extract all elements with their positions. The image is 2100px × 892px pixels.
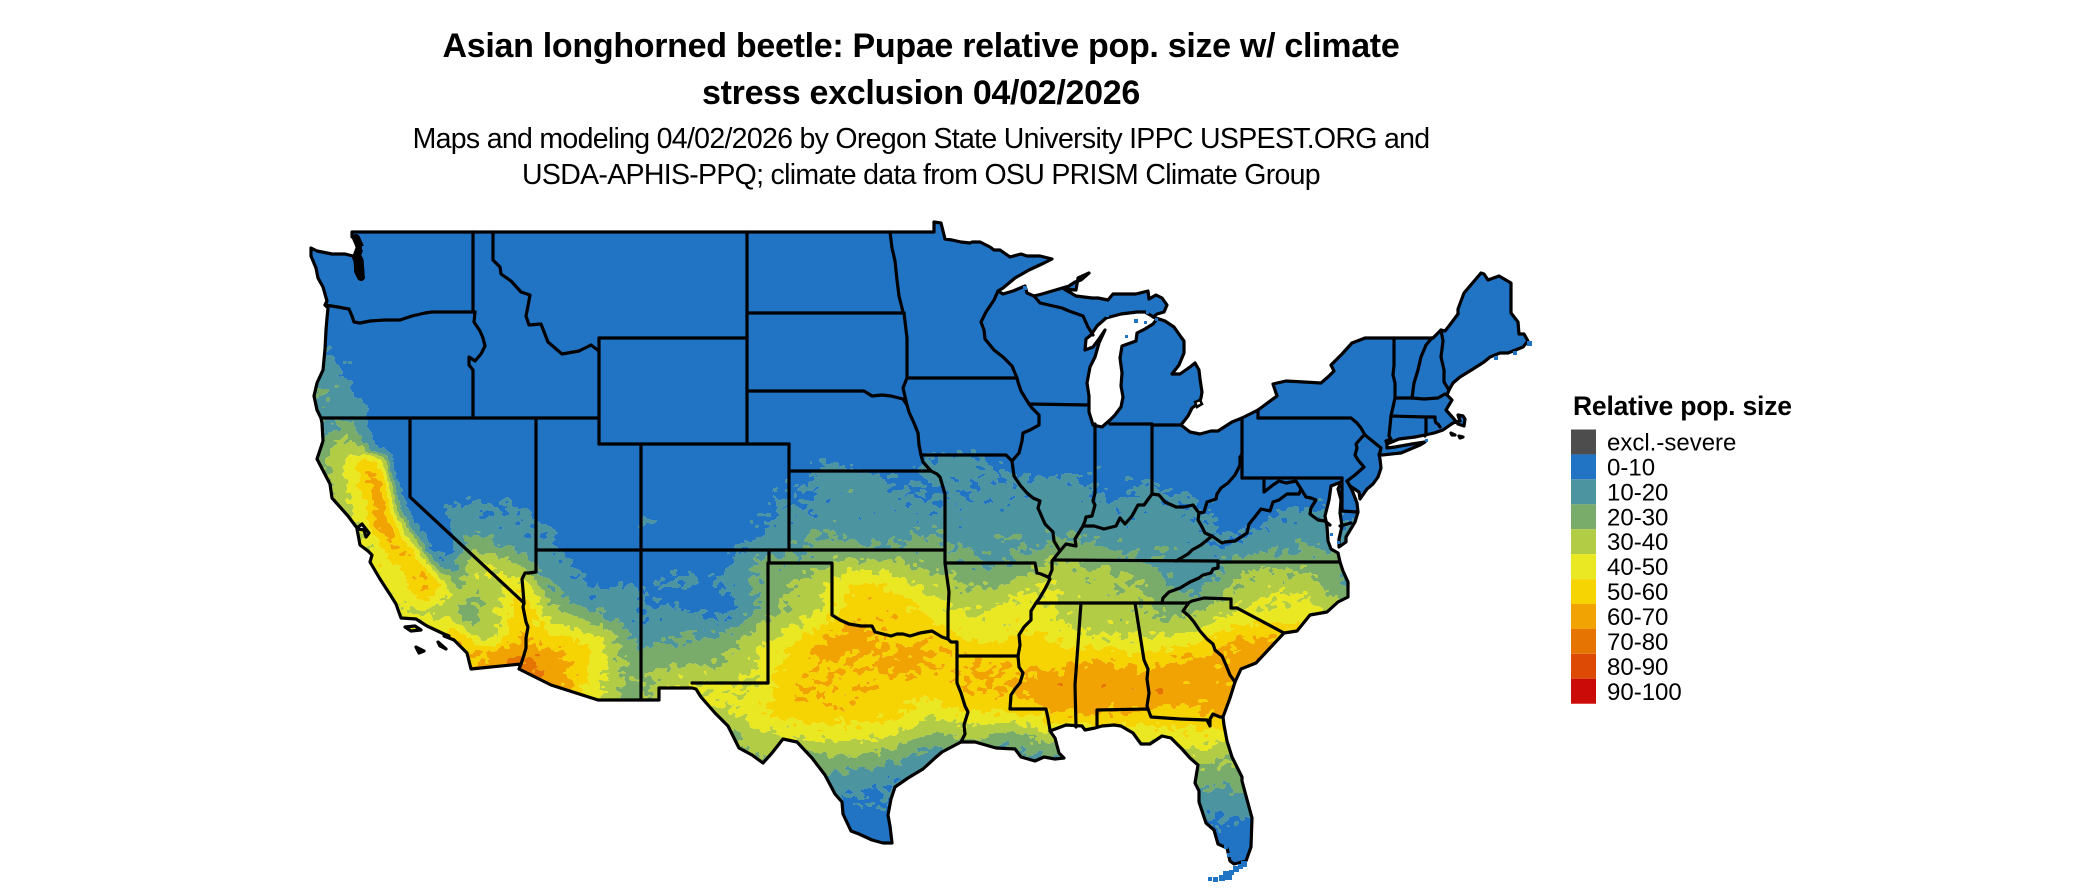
svg-text:excl.-severe: excl.-severe [1607, 430, 1736, 457]
svg-text:50-60: 50-60 [1607, 579, 1668, 606]
svg-text:40-50: 40-50 [1607, 554, 1668, 581]
svg-text:20-30: 20-30 [1607, 504, 1668, 531]
svg-text:10-20: 10-20 [1607, 479, 1668, 506]
svg-text:90-100: 90-100 [1607, 679, 1682, 706]
svg-text:80-90: 80-90 [1607, 654, 1668, 681]
svg-text:Maps and modeling 04/02/2026 b: Maps and modeling 04/02/2026 by Oregon S… [413, 123, 1430, 155]
svg-text:70-80: 70-80 [1607, 629, 1668, 656]
svg-text:0-10: 0-10 [1607, 454, 1655, 481]
svg-text:stress exclusion 04/02/2026: stress exclusion 04/02/2026 [702, 74, 1140, 112]
svg-text:Relative pop. size: Relative pop. size [1573, 391, 1792, 421]
svg-text:30-40: 30-40 [1607, 529, 1668, 556]
svg-text:USDA-APHIS-PPQ; climate data f: USDA-APHIS-PPQ; climate data from OSU PR… [522, 159, 1320, 191]
svg-text:Asian longhorned beetle: Pupae: Asian longhorned beetle: Pupae relative … [443, 27, 1400, 65]
svg-text:60-70: 60-70 [1607, 604, 1668, 631]
